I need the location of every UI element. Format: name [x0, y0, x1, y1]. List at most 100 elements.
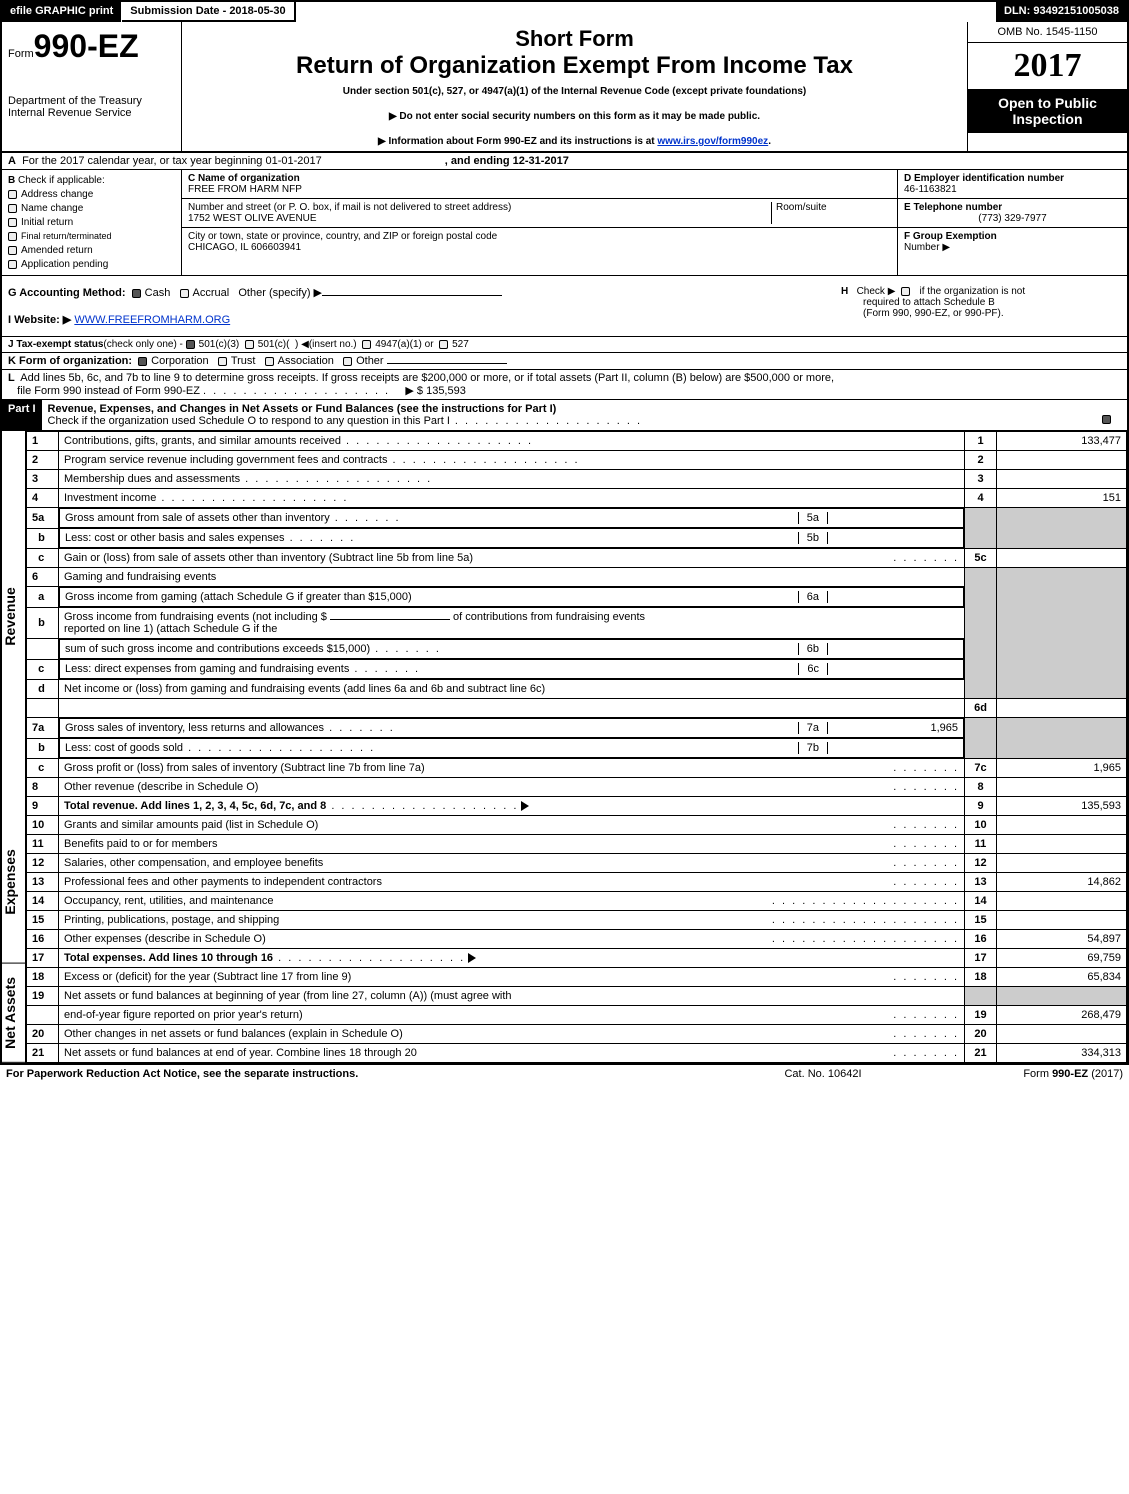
dln-label: DLN: 93492151005038: [996, 2, 1127, 22]
footer-center: Cat. No. 10642I: [723, 1068, 923, 1080]
table-row: 13Professional fees and other payments t…: [27, 873, 1127, 892]
table-row: 3Membership dues and assessments3: [27, 470, 1127, 489]
table-row: cGross profit or (loss) from sales of in…: [27, 759, 1127, 778]
checkbox-application-pending[interactable]: [8, 260, 17, 269]
table-row: 19Net assets or fund balances at beginni…: [27, 987, 1127, 1006]
table-row: sum of such gross income and contributio…: [27, 639, 1127, 660]
checkbox-initial-return[interactable]: [8, 218, 17, 227]
checkbox-501c3[interactable]: [186, 340, 195, 349]
table-row: end-of-year figure reported on prior yea…: [27, 1006, 1127, 1025]
address-label: Number and street (or P. O. box, if mail…: [188, 202, 511, 213]
table-row: 15Printing, publications, postage, and s…: [27, 911, 1127, 930]
section-j: J Tax-exempt status(check only one) - 50…: [2, 337, 1127, 353]
city-label: City or town, state or province, country…: [188, 231, 497, 242]
lines-table: 1Contributions, gifts, grants, and simil…: [26, 431, 1127, 1063]
omb-number: OMB No. 1545-1150: [968, 22, 1127, 43]
main-title: Return of Organization Exempt From Incom…: [186, 52, 963, 80]
checkbox-527[interactable]: [439, 340, 448, 349]
table-row: 2Program service revenue including gover…: [27, 451, 1127, 470]
section-k: K Form of organization: Corporation Trus…: [2, 353, 1127, 370]
short-form-title: Short Form: [186, 26, 963, 52]
table-row: cLess: direct expenses from gaming and f…: [27, 659, 1127, 680]
section-e-label: E Telephone number: [904, 202, 1002, 213]
checkbox-accrual[interactable]: [180, 289, 189, 298]
section-bcdef: B Check if applicable: Address change Na…: [2, 170, 1127, 276]
table-row: 1Contributions, gifts, grants, and simil…: [27, 432, 1127, 451]
phone-value: (773) 329-7977: [904, 213, 1121, 224]
checkbox-trust[interactable]: [218, 357, 227, 366]
expenses-label: Expenses: [2, 802, 26, 964]
checkbox-association[interactable]: [265, 357, 274, 366]
checkbox-cash[interactable]: [132, 289, 141, 298]
section-f-number: Number ▶: [904, 242, 950, 253]
table-row: 7aGross sales of inventory, less returns…: [27, 718, 1127, 739]
table-row: 18Excess or (deficit) for the year (Subt…: [27, 968, 1127, 987]
form-container: efile GRAPHIC print Submission Date - 20…: [0, 0, 1129, 1065]
part1-header: Part I Revenue, Expenses, and Changes in…: [2, 400, 1127, 431]
org-name: FREE FROM HARM NFP: [188, 184, 302, 195]
under-section: Under section 501(c), 527, or 4947(a)(1)…: [186, 86, 963, 97]
table-row: aGross income from gaming (attach Schedu…: [27, 587, 1127, 608]
checkbox-amended-return[interactable]: [8, 246, 17, 255]
checkbox-schedule-o[interactable]: [1102, 415, 1111, 424]
city-value: CHICAGO, IL 606603941: [188, 242, 301, 253]
address-value: 1752 WEST OLIVE AVENUE: [188, 213, 317, 224]
table-row: 16Other expenses (describe in Schedule O…: [27, 930, 1127, 949]
checkbox-schedule-b[interactable]: [901, 287, 910, 296]
section-d-label: D Employer identification number: [904, 173, 1064, 184]
table-row: cGain or (loss) from sale of assets othe…: [27, 549, 1127, 568]
table-row: 12Salaries, other compensation, and empl…: [27, 854, 1127, 873]
revenue-label: Revenue: [2, 431, 26, 802]
top-bar: efile GRAPHIC print Submission Date - 20…: [2, 2, 1127, 22]
form-prefix: Form: [8, 48, 34, 60]
checkbox-address-change[interactable]: [8, 190, 17, 199]
table-row: 21Net assets or fund balances at end of …: [27, 1044, 1127, 1063]
website-link[interactable]: WWW.FREEFROMHARM.ORG: [74, 314, 230, 326]
arrow-icon: [468, 953, 476, 963]
checkbox-name-change[interactable]: [8, 204, 17, 213]
section-gh: G Accounting Method: Cash Accrual Other …: [2, 276, 1127, 337]
footer-right: Form 990-EZ (2017): [923, 1068, 1123, 1080]
section-c-label: C Name of organization: [188, 173, 300, 184]
checkbox-final-return[interactable]: [8, 232, 17, 241]
page-footer: For Paperwork Reduction Act Notice, see …: [0, 1065, 1129, 1083]
footer-left: For Paperwork Reduction Act Notice, see …: [6, 1068, 723, 1080]
table-row: bLess: cost or other basis and sales exp…: [27, 528, 1127, 549]
table-row: 6Gaming and fundraising events: [27, 568, 1127, 587]
efile-label: efile GRAPHIC print: [2, 2, 122, 22]
table-row: bLess: cost of goods sold7b: [27, 738, 1127, 759]
section-a: A For the 2017 calendar year, or tax yea…: [2, 153, 1127, 170]
table-row: 17Total expenses. Add lines 10 through 1…: [27, 949, 1127, 968]
checkbox-other-org[interactable]: [343, 357, 352, 366]
irs-link[interactable]: www.irs.gov/form990ez: [657, 136, 768, 147]
section-b: B Check if applicable: Address change Na…: [2, 170, 182, 275]
checkbox-corporation[interactable]: [138, 357, 147, 366]
form-number: 990-EZ: [34, 28, 139, 64]
table-row: 6d: [27, 699, 1127, 718]
table-row: 4Investment income4151: [27, 489, 1127, 508]
netassets-label: Net Assets: [2, 963, 26, 1063]
section-l: L Add lines 5b, 6c, and 7b to line 9 to …: [2, 370, 1127, 400]
note-ssn: ▶ Do not enter social security numbers o…: [186, 111, 963, 122]
table-row: 10Grants and similar amounts paid (list …: [27, 816, 1127, 835]
table-row: 8Other revenue (describe in Schedule O)8: [27, 778, 1127, 797]
tax-year: 2017: [968, 43, 1127, 89]
note-info: ▶ Information about Form 990-EZ and its …: [186, 136, 963, 147]
checkbox-4947[interactable]: [362, 340, 371, 349]
room-suite-label: Room/suite: [771, 202, 891, 224]
dept-irs: Internal Revenue Service: [8, 107, 175, 119]
table-row: bGross income from fundraising events (n…: [27, 608, 1127, 639]
table-row: 14Occupancy, rent, utilities, and mainte…: [27, 892, 1127, 911]
section-f-label: F Group Exemption: [904, 231, 997, 242]
submission-date: Submission Date - 2018-05-30: [122, 2, 295, 22]
lines-container: Revenue Expenses Net Assets 1Contributio…: [2, 431, 1127, 1063]
arrow-icon: [521, 801, 529, 811]
checkbox-501c[interactable]: [245, 340, 254, 349]
table-row: 11Benefits paid to or for members11: [27, 835, 1127, 854]
table-row: 20Other changes in net assets or fund ba…: [27, 1025, 1127, 1044]
table-row: 5aGross amount from sale of assets other…: [27, 508, 1127, 529]
form-header: Form990-EZ Department of the Treasury In…: [2, 22, 1127, 153]
dept-treasury: Department of the Treasury: [8, 95, 175, 107]
table-row: dNet income or (loss) from gaming and fu…: [27, 680, 1127, 699]
ein-value: 46-1163821: [904, 184, 957, 195]
